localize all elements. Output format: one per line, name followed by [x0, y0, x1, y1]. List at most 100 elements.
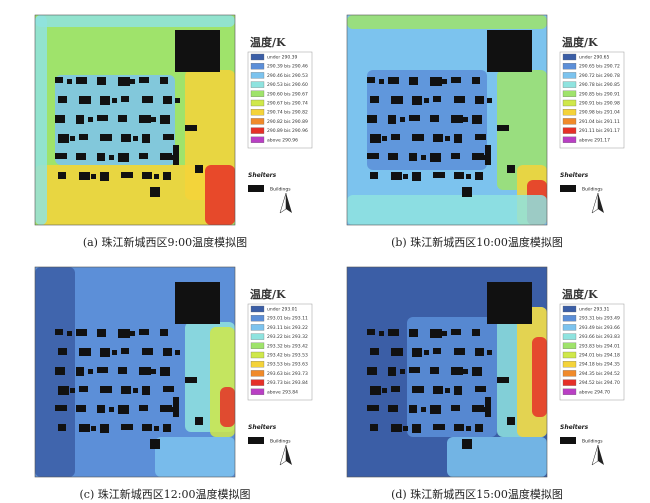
building [388, 77, 399, 84]
building [475, 172, 483, 180]
legend-item: under 293.31 [579, 307, 609, 313]
building [58, 96, 67, 103]
building [121, 96, 129, 102]
building [487, 350, 492, 355]
building [142, 172, 152, 179]
building [76, 115, 84, 124]
heat-patch [347, 195, 547, 225]
legend-item: 293.83 bis 294.01 [579, 343, 620, 349]
building [58, 348, 67, 355]
legend-item: 293.11 bis 293.22 [267, 325, 308, 331]
legend-item: 293.73 bis 293.84 [267, 380, 308, 386]
caption: (a) 珠江新城西区9:00温度模拟图 [83, 235, 247, 249]
building [121, 424, 133, 430]
buildings-label: Buildings [270, 187, 291, 193]
legend-item: 293.49 bis 293.66 [579, 325, 620, 331]
building [76, 329, 87, 336]
building [100, 386, 112, 393]
building [462, 187, 472, 197]
building [163, 424, 171, 432]
building [173, 397, 179, 417]
building [139, 153, 148, 159]
building [154, 426, 159, 431]
building [112, 350, 117, 355]
building [409, 405, 417, 413]
building [58, 386, 69, 395]
legend-swatch [562, 315, 577, 322]
legend-swatch [562, 63, 577, 70]
legend-swatch [250, 72, 265, 79]
north-arrow-half [279, 444, 287, 466]
building [430, 77, 442, 86]
heat-patch [347, 15, 547, 29]
legend-item: 290.60 bis 290.67 [267, 91, 308, 97]
building [79, 386, 88, 392]
building [121, 348, 129, 354]
heat-patch [497, 70, 547, 190]
building [58, 424, 66, 431]
building [109, 407, 114, 412]
building [151, 117, 156, 122]
building [160, 77, 168, 84]
legend-item: 290.89 bis 290.96 [267, 128, 308, 134]
buildings-swatch [248, 185, 264, 192]
legend-title: 温度/K [562, 287, 598, 301]
building [382, 388, 387, 393]
building [507, 165, 515, 173]
buildings-label: Buildings [582, 187, 603, 193]
building [142, 134, 150, 143]
building [150, 187, 160, 197]
legend-title: 温度/K [562, 35, 598, 49]
buildings-swatch [248, 437, 264, 444]
building [142, 386, 150, 395]
building [507, 417, 515, 425]
heat-patch [55, 75, 175, 165]
building [370, 96, 379, 103]
building [400, 369, 405, 374]
map [34, 14, 236, 226]
building [163, 96, 172, 104]
legend-swatch [562, 118, 577, 125]
building [472, 405, 484, 412]
map [34, 266, 236, 478]
building [76, 405, 86, 412]
legend-swatch [562, 136, 577, 143]
building [55, 367, 65, 375]
building [487, 30, 532, 72]
legend-item: under 290.39 [267, 55, 297, 61]
building [97, 77, 106, 85]
building [412, 96, 422, 105]
building [497, 377, 509, 383]
building [409, 115, 420, 121]
legend-item: 291.04 bis 291.11 [579, 119, 620, 125]
legend-item: 290.82 bis 290.89 [267, 119, 308, 125]
legend-title: 温度/K [250, 287, 286, 301]
building [163, 348, 172, 356]
map-frame [34, 266, 236, 478]
legend-item: 293.66 bis 293.83 [579, 334, 620, 340]
building [118, 77, 130, 86]
legend-swatch [562, 379, 577, 386]
building [88, 369, 93, 374]
heat-patch [155, 437, 235, 477]
legend-swatch [562, 109, 577, 116]
building [67, 79, 72, 84]
map-frame [346, 266, 548, 478]
heat-patch [35, 15, 235, 27]
building [76, 153, 86, 160]
building [100, 96, 110, 105]
building [430, 367, 439, 374]
building [97, 405, 105, 413]
building [130, 331, 135, 336]
building [463, 117, 468, 122]
map [346, 266, 548, 478]
building [367, 115, 377, 123]
building [160, 329, 168, 336]
building [185, 377, 197, 383]
building [121, 172, 133, 178]
building [462, 439, 472, 449]
building [430, 405, 441, 414]
building [466, 174, 471, 179]
heat-patch [35, 15, 47, 225]
building [58, 134, 69, 143]
